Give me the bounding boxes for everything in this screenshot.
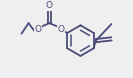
Text: O: O	[46, 1, 53, 10]
Text: O: O	[35, 25, 42, 34]
Text: O: O	[57, 25, 64, 34]
